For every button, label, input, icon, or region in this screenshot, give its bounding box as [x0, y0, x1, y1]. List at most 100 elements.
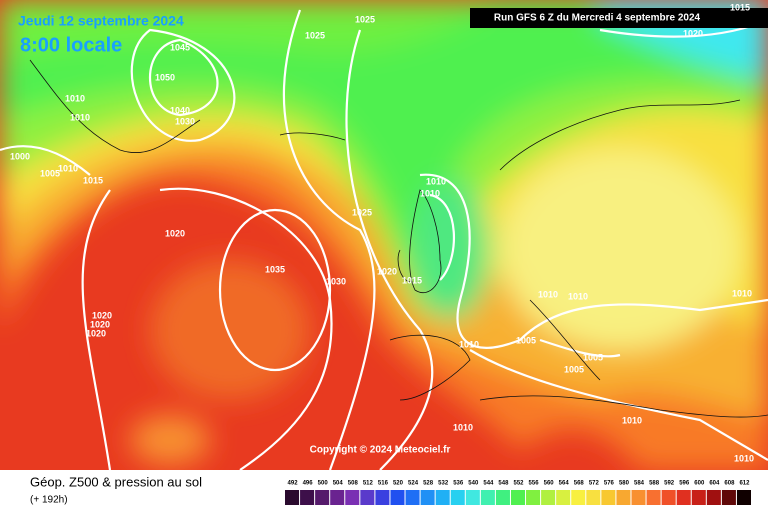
scale-swatch — [736, 490, 751, 505]
scale-swatch — [676, 490, 691, 505]
isobar-label: 1010 — [65, 93, 85, 103]
scale-swatch — [495, 490, 510, 505]
isobar-label: 1000 — [10, 151, 30, 161]
scale-swatch — [345, 490, 360, 505]
scale-label: 568 — [574, 481, 585, 487]
scale-swatch — [556, 490, 571, 505]
isobar-label: 1020 — [683, 28, 703, 38]
scale-label: 592 — [664, 481, 675, 487]
scale-label: 564 — [559, 481, 570, 487]
scale-swatch — [285, 490, 300, 505]
scale-swatch — [315, 490, 330, 505]
scale-label: 516 — [378, 481, 389, 487]
scale-label: 548 — [498, 481, 509, 487]
scale-label: 596 — [679, 481, 690, 487]
scale-swatch — [300, 490, 315, 505]
scale-label: 612 — [739, 481, 750, 487]
scale-swatch — [526, 490, 541, 505]
isobar-label: 1020 — [165, 228, 185, 238]
scale-label: 508 — [348, 481, 359, 487]
scale-label: 584 — [634, 481, 645, 487]
isobar-label: 1035 — [265, 264, 285, 274]
scale-swatch — [435, 490, 450, 505]
isobar-label: 1010 — [734, 453, 754, 463]
isobar-label: 1020 — [92, 310, 112, 320]
scale-label: 532 — [438, 481, 449, 487]
scale-label: 580 — [619, 481, 630, 487]
isobar-label: 1025 — [352, 207, 372, 217]
isobars — [0, 9, 768, 470]
isobar-label: 1020 — [90, 319, 110, 329]
scale-swatch — [616, 490, 631, 505]
isobar-label: 1010 — [453, 422, 473, 432]
scale-swatch — [405, 490, 420, 505]
lead-time: (+ 192h) — [30, 495, 68, 506]
scale-label: 492 — [288, 481, 299, 487]
scale-swatch — [706, 490, 721, 505]
scale-label: 540 — [468, 481, 479, 487]
scale-swatch — [360, 490, 375, 505]
isobar-label: 1005 — [516, 335, 536, 345]
isobar-label: 1040 — [170, 105, 190, 115]
isobar-label: 1045 — [170, 42, 190, 52]
scale-label: 604 — [709, 481, 720, 487]
isobar-label: 1005 — [583, 352, 603, 362]
scale-label: 500 — [318, 481, 329, 487]
isobar-label: 1015 — [402, 275, 422, 285]
scale-label: 600 — [694, 481, 705, 487]
scale-swatch — [450, 490, 465, 505]
scale-swatch — [691, 490, 706, 505]
scale-swatch — [390, 490, 405, 505]
isobar-label: 1015 — [83, 175, 103, 185]
scale-label: 536 — [453, 481, 464, 487]
scale-label: 588 — [649, 481, 660, 487]
scale-swatch — [601, 490, 616, 505]
isobar-label: 1020 — [86, 328, 106, 338]
isobar-label: 1010 — [420, 188, 440, 198]
isobar-label: 1010 — [459, 339, 479, 349]
scale-swatch — [721, 490, 736, 505]
coastlines — [29, 59, 768, 418]
scale-label: 496 — [303, 481, 314, 487]
isobar-label: 1010 — [538, 289, 558, 299]
scale-label: 552 — [513, 481, 524, 487]
footer-title: Géop. Z500 & pression au sol — [30, 474, 202, 489]
isobar-label: 1005 — [564, 364, 584, 374]
scale-swatch — [420, 490, 435, 505]
forecast-date: Jeudi 12 septembre 2024 — [18, 13, 184, 29]
scale-swatch — [510, 490, 526, 505]
scale-label: 512 — [363, 481, 374, 487]
scale-swatch — [661, 490, 676, 505]
isobar-label: 1010 — [70, 112, 90, 122]
isobar-label: 1050 — [155, 72, 175, 82]
isobar-label: 1015 — [730, 2, 750, 12]
scale-swatch — [631, 490, 646, 505]
run-info: Run GFS 6 Z du Mercredi 4 septembre 2024 — [494, 13, 701, 24]
scale-swatch — [375, 490, 390, 505]
scale-swatch — [480, 490, 495, 505]
copyright: Copyright © 2024 Meteociel.fr — [310, 445, 451, 456]
scale-swatch — [646, 490, 661, 505]
scale-label: 520 — [393, 481, 404, 487]
isobar-label: 1030 — [175, 116, 195, 126]
isobar-label: 1010 — [58, 163, 78, 173]
isobar-label: 1020 — [377, 266, 397, 276]
scale-swatch — [465, 490, 480, 505]
scale-label: 608 — [724, 481, 735, 487]
isobar-label: 1010 — [622, 415, 642, 425]
scale-swatch — [541, 490, 556, 505]
run-banner — [470, 8, 768, 28]
scale-label: 572 — [589, 481, 600, 487]
isobar-label: 1030 — [326, 276, 346, 286]
scale-label: 524 — [408, 481, 419, 487]
forecast-time: 8:00 locale — [20, 34, 122, 56]
isobar-label: 1010 — [732, 288, 752, 298]
scale-label: 544 — [483, 481, 494, 487]
scale-swatch — [330, 490, 345, 505]
isobar-labels: 1025102510151020104510501010101010401030… — [10, 2, 754, 463]
scale-label: 528 — [423, 481, 434, 487]
isobar-label: 1025 — [355, 14, 375, 24]
isobar-label: 1010 — [568, 291, 588, 301]
